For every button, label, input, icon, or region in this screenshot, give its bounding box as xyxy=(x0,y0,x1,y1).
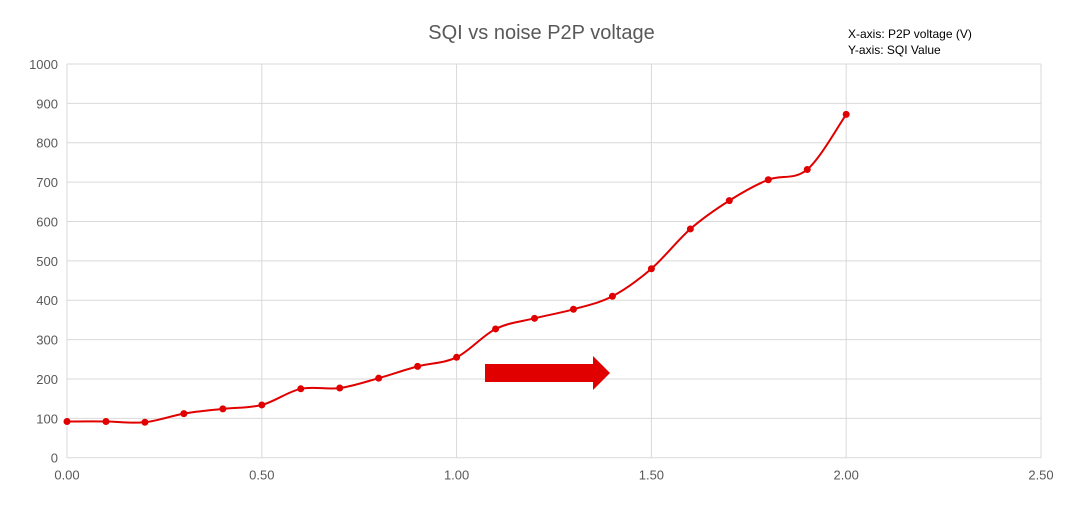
y-tick-label: 900 xyxy=(36,96,58,111)
chart-title: SQI vs noise P2P voltage xyxy=(428,22,655,44)
data-point xyxy=(686,225,694,233)
y-tick-label: 400 xyxy=(36,293,58,308)
x-tick-label: 1.00 xyxy=(444,468,469,483)
x-tick-label: 1.50 xyxy=(639,468,664,483)
data-point xyxy=(141,418,149,426)
y-tick-label: 1000 xyxy=(29,57,58,72)
x-tick-label: 2.50 xyxy=(1028,468,1053,483)
data-point xyxy=(492,325,500,333)
data-point xyxy=(764,176,772,184)
data-point xyxy=(63,417,71,425)
x-tick-label: 0.00 xyxy=(54,468,79,483)
data-point xyxy=(803,166,811,174)
y-axis-note: Y-axis: SQI Value xyxy=(848,43,941,57)
data-point xyxy=(375,374,383,382)
y-tick-label: 700 xyxy=(36,175,58,190)
data-point xyxy=(297,385,305,393)
x-tick-label: 0.50 xyxy=(249,468,274,483)
y-tick-label: 200 xyxy=(36,372,58,387)
data-point xyxy=(647,265,655,273)
right-arrow-icon xyxy=(485,356,610,390)
data-point xyxy=(102,417,110,425)
y-tick-label: 500 xyxy=(36,254,58,269)
data-point xyxy=(569,305,577,313)
y-tick-label: 800 xyxy=(36,136,58,151)
data-point xyxy=(842,110,850,118)
y-tick-label: 100 xyxy=(36,411,58,426)
data-point xyxy=(725,197,733,205)
y-tick-label: 300 xyxy=(36,333,58,348)
data-point xyxy=(180,410,188,418)
x-axis-note: X-axis: P2P voltage (V) xyxy=(848,27,972,41)
x-tick-label: 2.00 xyxy=(834,468,859,483)
data-point xyxy=(453,353,461,361)
data-point xyxy=(219,405,227,413)
y-tick-label: 600 xyxy=(36,214,58,229)
y-tick-label: 0 xyxy=(51,451,58,466)
data-point xyxy=(531,314,539,322)
data-point xyxy=(258,401,266,409)
data-point xyxy=(336,384,344,392)
data-point xyxy=(608,292,616,300)
data-point xyxy=(414,362,422,370)
